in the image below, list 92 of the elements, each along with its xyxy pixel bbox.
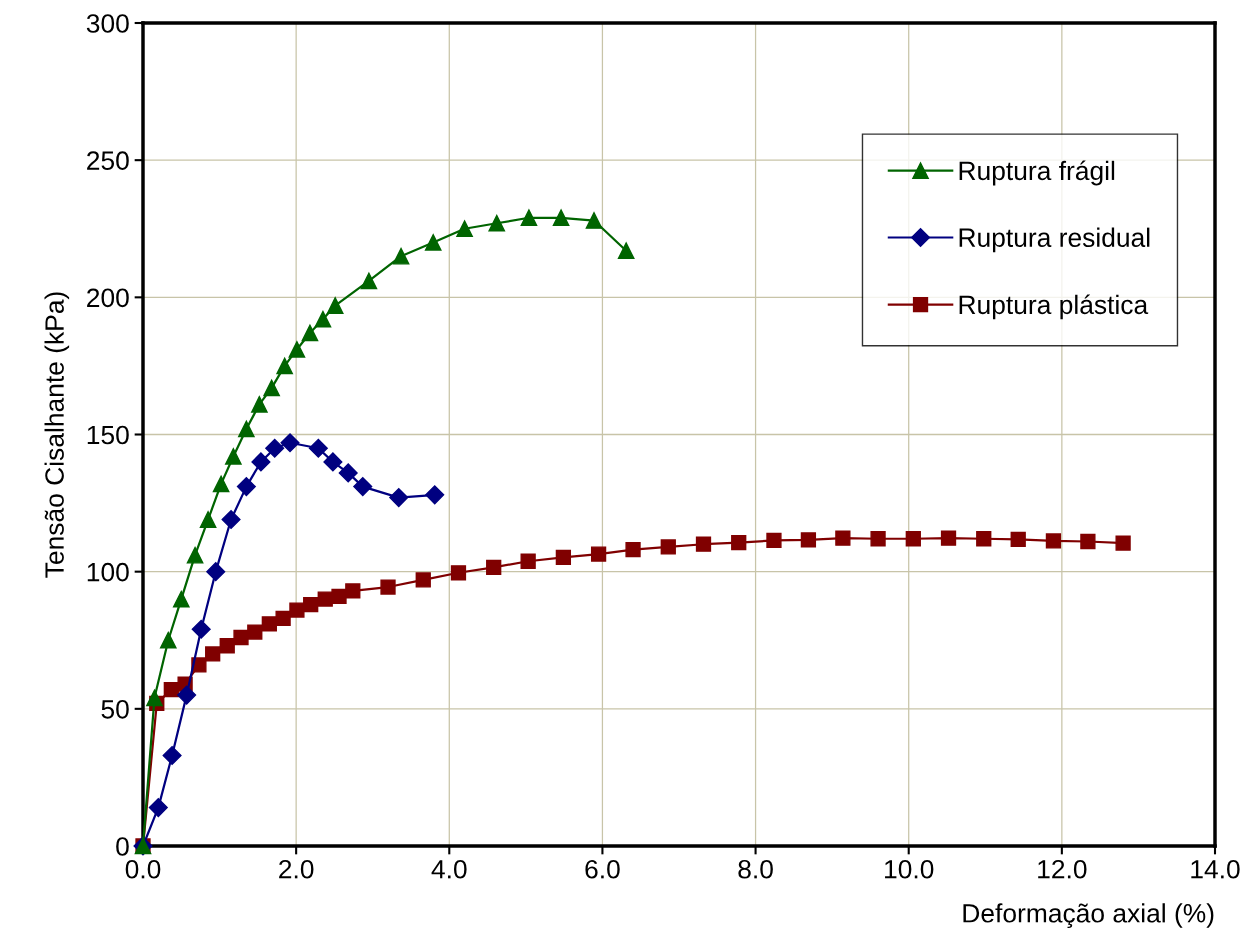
point bbox=[1045, 533, 1062, 549]
x-tick-label: 14.0 bbox=[1191, 859, 1240, 879]
point bbox=[265, 438, 285, 458]
legend-label: Ruptura plástica bbox=[959, 294, 1149, 320]
point bbox=[392, 247, 410, 265]
point bbox=[695, 536, 712, 552]
point bbox=[251, 395, 268, 413]
point bbox=[1115, 535, 1131, 551]
point bbox=[212, 475, 230, 493]
point bbox=[199, 511, 217, 528]
y-tick-label: 50 bbox=[101, 699, 129, 719]
point bbox=[225, 448, 242, 465]
point bbox=[314, 310, 332, 328]
point bbox=[360, 272, 378, 290]
point bbox=[146, 689, 163, 707]
legend-label: Ruptura residual bbox=[959, 227, 1150, 253]
point bbox=[308, 438, 328, 458]
point bbox=[520, 553, 536, 569]
point bbox=[323, 452, 343, 472]
point bbox=[172, 590, 190, 608]
point bbox=[186, 546, 204, 564]
point bbox=[238, 420, 255, 438]
point bbox=[450, 565, 467, 581]
legend-label: Ruptura frágil bbox=[959, 160, 1115, 186]
point bbox=[206, 562, 226, 582]
point bbox=[1080, 533, 1096, 550]
point bbox=[251, 452, 271, 472]
point bbox=[590, 546, 607, 562]
point bbox=[585, 212, 603, 229]
x-tick-label: 2.0 bbox=[279, 859, 314, 879]
point bbox=[345, 583, 361, 599]
point bbox=[289, 602, 305, 618]
point bbox=[148, 798, 168, 818]
point bbox=[940, 530, 957, 546]
point bbox=[552, 209, 570, 227]
point bbox=[159, 631, 177, 649]
x-tick-label: 8.0 bbox=[738, 859, 773, 879]
point bbox=[280, 433, 300, 453]
point bbox=[835, 530, 851, 546]
point bbox=[488, 214, 506, 232]
point bbox=[162, 745, 182, 766]
point bbox=[766, 532, 782, 549]
point bbox=[731, 534, 747, 551]
point bbox=[555, 549, 572, 566]
point bbox=[331, 588, 347, 604]
point bbox=[236, 477, 256, 497]
y-tick-label: 0 bbox=[116, 837, 129, 856]
point bbox=[870, 531, 886, 547]
point bbox=[303, 596, 319, 613]
point bbox=[338, 463, 358, 483]
y-tick-label: 150 bbox=[87, 425, 129, 445]
point bbox=[1010, 531, 1026, 547]
x-tick-label: 6.0 bbox=[585, 859, 620, 879]
point bbox=[205, 646, 221, 662]
point bbox=[353, 477, 373, 497]
x-tick-label: 12.0 bbox=[1038, 859, 1087, 879]
x-axis-title: Deformação axial (%) bbox=[963, 903, 1214, 928]
point bbox=[380, 579, 396, 595]
point bbox=[288, 341, 306, 358]
point bbox=[191, 619, 211, 639]
point bbox=[625, 542, 641, 558]
point bbox=[177, 685, 197, 705]
point bbox=[617, 242, 635, 260]
y-tick-label: 100 bbox=[87, 562, 129, 582]
point bbox=[415, 572, 431, 588]
point bbox=[660, 539, 676, 555]
x-tick-label: 0.0 bbox=[125, 859, 161, 879]
point bbox=[456, 220, 473, 238]
point bbox=[424, 234, 442, 251]
y-tick-label: 250 bbox=[87, 151, 129, 170]
point bbox=[233, 629, 249, 646]
point bbox=[301, 324, 319, 342]
point bbox=[520, 209, 538, 227]
point bbox=[486, 559, 502, 575]
point bbox=[389, 488, 409, 508]
y-axis-title: Tensão Cisalhante (kPa) bbox=[44, 292, 70, 578]
point bbox=[800, 532, 817, 548]
point bbox=[275, 610, 291, 626]
point bbox=[219, 638, 235, 654]
point bbox=[276, 357, 293, 375]
point bbox=[905, 531, 921, 547]
point bbox=[221, 510, 241, 530]
point bbox=[425, 485, 445, 505]
y-tick-label: 200 bbox=[87, 288, 129, 308]
point bbox=[326, 297, 344, 314]
y-tick-label: 300 bbox=[86, 14, 129, 33]
point bbox=[263, 379, 280, 397]
x-tick-label: 4.0 bbox=[431, 859, 467, 879]
point bbox=[976, 531, 992, 547]
x-tick-label: 10.0 bbox=[885, 859, 934, 879]
point bbox=[317, 591, 333, 607]
point bbox=[247, 624, 263, 640]
